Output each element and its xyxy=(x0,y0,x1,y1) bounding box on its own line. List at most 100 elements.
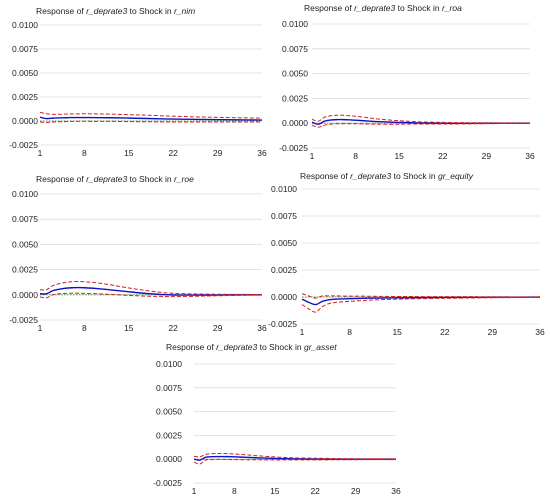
chart-panel-4: Response of r_deprate3 to Shock in gr_eq… xyxy=(268,171,545,337)
x-tick-label: 1 xyxy=(300,327,305,337)
x-tick-label: 8 xyxy=(347,327,352,337)
x-tick-label: 29 xyxy=(482,151,492,161)
chart-title-prefix: Response of xyxy=(166,342,216,352)
y-tick-label: 0.0025 xyxy=(271,265,297,275)
chart-title-prefix: Response of xyxy=(36,6,86,16)
chart-title-shock: gr_equity xyxy=(438,171,474,181)
y-tick-label: 0.0100 xyxy=(156,359,182,369)
confidence-upper-band xyxy=(301,293,541,299)
y-tick-label: 0.0050 xyxy=(12,239,38,249)
y-tick-label: 0.0000 xyxy=(12,290,38,300)
x-tick-label: 1 xyxy=(38,323,43,333)
y-tick-label: 0.0000 xyxy=(271,292,297,302)
response-line xyxy=(311,118,531,125)
chart-panel-5: Response of r_deprate3 to Shock in gr_as… xyxy=(153,342,401,496)
x-tick-label: 29 xyxy=(213,323,223,333)
x-tick-label: 36 xyxy=(525,151,535,161)
chart-title: Response of r_deprate3 to Shock in r_roe xyxy=(36,174,194,184)
x-tick-label: 15 xyxy=(394,151,404,161)
chart-title-response: r_deprate3 xyxy=(86,6,127,16)
confidence-upper-band xyxy=(39,280,263,295)
y-tick-label: 0.0000 xyxy=(12,116,38,126)
y-tick-label: 0.0050 xyxy=(271,238,297,248)
chart-title: Response of r_deprate3 to Shock in gr_as… xyxy=(166,342,337,352)
x-tick-label: 29 xyxy=(351,486,361,496)
y-tick-label: 0.0100 xyxy=(282,19,308,29)
chart-title-response: r_deprate3 xyxy=(86,174,127,184)
chart-title-prefix: Response of xyxy=(300,171,350,181)
y-tick-label: 0.0075 xyxy=(12,214,38,224)
x-tick-label: 36 xyxy=(391,486,401,496)
y-tick-label: 0.0050 xyxy=(12,68,38,78)
y-tick-label: -0.0025 xyxy=(9,140,38,150)
y-tick-label: 0.0100 xyxy=(271,184,297,194)
x-tick-label: 15 xyxy=(124,148,134,158)
chart-title-shock: gr_asset xyxy=(304,342,337,352)
x-tick-label: 36 xyxy=(257,148,267,158)
y-tick-label: 0.0025 xyxy=(12,92,38,102)
y-tick-label: 0.0075 xyxy=(271,211,297,221)
x-tick-label: 8 xyxy=(82,148,87,158)
confidence-upper-band xyxy=(193,452,397,460)
x-tick-label: 1 xyxy=(310,151,315,161)
chart-title-response: r_deprate3 xyxy=(354,3,395,13)
x-tick-label: 15 xyxy=(392,327,402,337)
y-tick-label: 0.0100 xyxy=(12,189,38,199)
x-tick-label: 1 xyxy=(38,148,43,158)
confidence-lower-band xyxy=(39,120,262,123)
x-tick-label: 15 xyxy=(124,323,134,333)
chart-title-mid: to Shock in xyxy=(395,3,442,13)
chart-panel-1: Response of r_deprate3 to Shock in r_nim… xyxy=(9,6,267,158)
x-tick-label: 8 xyxy=(82,323,87,333)
chart-title-shock: r_roe xyxy=(174,174,194,184)
chart-title-mid: to Shock in xyxy=(127,6,174,16)
chart-title-prefix: Response of xyxy=(36,174,86,184)
chart-title-response: r_deprate3 xyxy=(216,342,257,352)
x-tick-label: 8 xyxy=(353,151,358,161)
y-tick-label: 0.0075 xyxy=(282,44,308,54)
chart-title-shock: r_roa xyxy=(442,3,462,13)
x-tick-label: 22 xyxy=(438,151,448,161)
chart-panel-3: Response of r_deprate3 to Shock in r_roe… xyxy=(9,174,267,333)
x-tick-label: 15 xyxy=(270,486,280,496)
response-line xyxy=(39,286,263,296)
confidence-upper-band xyxy=(39,111,263,119)
confidence-lower-band xyxy=(193,458,397,465)
y-tick-label: -0.0025 xyxy=(153,478,182,488)
x-tick-label: 22 xyxy=(168,323,178,333)
chart-title-prefix: Response of xyxy=(304,3,354,13)
y-tick-label: 0.0000 xyxy=(156,454,182,464)
confidence-lower-band xyxy=(301,296,541,313)
y-tick-label: 0.0025 xyxy=(156,430,182,440)
chart-title-mid: to Shock in xyxy=(127,174,174,184)
response-line xyxy=(39,116,263,121)
confidence-lower-band xyxy=(311,123,531,128)
response-line xyxy=(301,296,541,306)
x-tick-label: 36 xyxy=(535,327,545,337)
chart-title-response: r_deprate3 xyxy=(350,171,391,181)
chart-title-shock: r_nim xyxy=(174,6,195,16)
y-tick-label: 0.0025 xyxy=(12,265,38,275)
y-tick-label: 0.0000 xyxy=(282,118,308,128)
x-tick-label: 22 xyxy=(440,327,450,337)
y-tick-label: -0.0025 xyxy=(9,315,38,325)
response-line xyxy=(193,455,396,461)
x-tick-label: 29 xyxy=(488,327,498,337)
x-tick-label: 36 xyxy=(257,323,267,333)
y-tick-label: -0.0025 xyxy=(268,319,297,329)
chart-title: Response of r_deprate3 to Shock in gr_eq… xyxy=(300,171,474,181)
chart-title: Response of r_deprate3 to Shock in r_roa xyxy=(304,3,462,13)
x-tick-label: 29 xyxy=(213,148,223,158)
y-tick-label: 0.0025 xyxy=(282,93,308,103)
x-tick-label: 1 xyxy=(192,486,197,496)
chart-panel-2: Response of r_deprate3 to Shock in r_roa… xyxy=(279,3,535,161)
chart-title: Response of r_deprate3 to Shock in r_nim xyxy=(36,6,195,16)
x-tick-label: 8 xyxy=(232,486,237,496)
x-tick-label: 22 xyxy=(310,486,320,496)
chart-title-mid: to Shock in xyxy=(391,171,438,181)
y-tick-label: 0.0100 xyxy=(12,20,38,30)
y-tick-label: 0.0075 xyxy=(156,383,182,393)
x-tick-label: 22 xyxy=(168,148,178,158)
y-tick-label: 0.0075 xyxy=(12,44,38,54)
